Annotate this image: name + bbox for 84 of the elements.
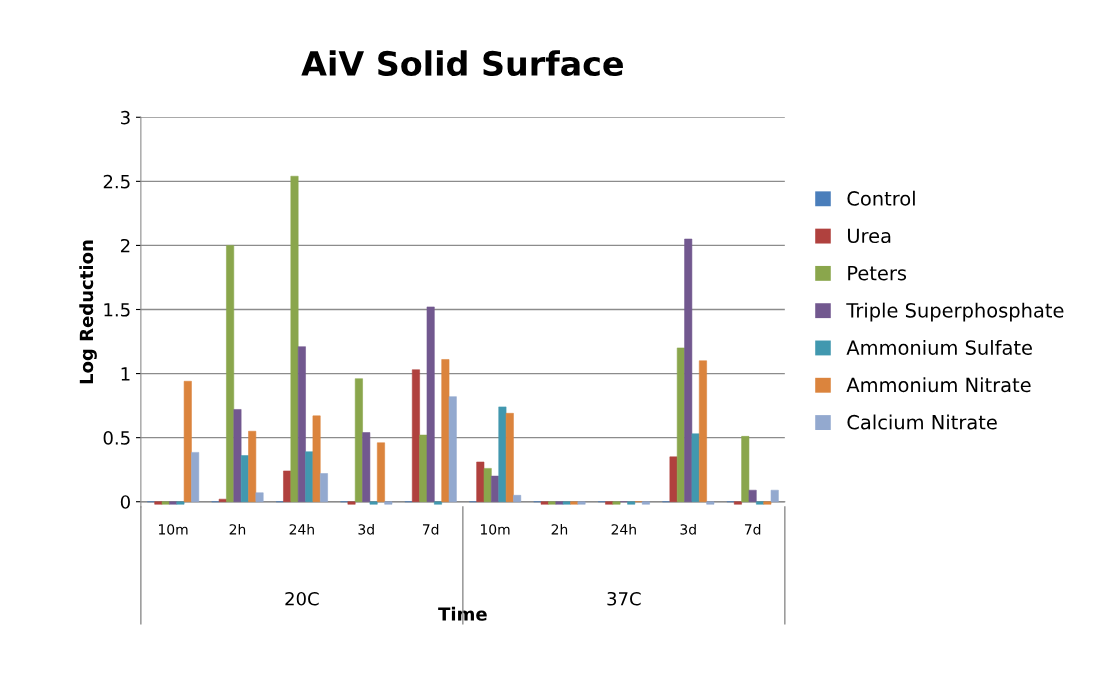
- bar: [505, 413, 514, 502]
- bar: [161, 501, 170, 505]
- bar: [570, 501, 579, 505]
- bar: [483, 468, 492, 502]
- bar: [426, 306, 435, 502]
- x-axis-title: Time: [438, 606, 487, 621]
- bar: [448, 396, 457, 502]
- bar: [233, 409, 242, 502]
- bar: [748, 489, 757, 502]
- x-tick-label: 10m: [158, 524, 188, 535]
- bar: [741, 436, 750, 502]
- bar: [763, 501, 772, 505]
- bar: [699, 360, 707, 502]
- bar: [384, 501, 393, 505]
- bar: [255, 492, 264, 502]
- y-tick-label: 2.5: [103, 174, 130, 189]
- x-tick-label: 3d: [680, 523, 696, 535]
- y-tick-label: 1: [121, 367, 130, 381]
- text: 37C: [607, 591, 641, 606]
- bar: [369, 501, 378, 505]
- x-tick-label: 2h: [551, 523, 568, 535]
- bar: [290, 175, 299, 502]
- bar: [641, 501, 650, 505]
- y-tick-label: 0: [120, 495, 130, 509]
- bar: [154, 501, 163, 505]
- bar: [627, 501, 636, 505]
- bar: [441, 359, 450, 502]
- legend-label: Triple Superphosphate: [846, 302, 1064, 322]
- bar: [183, 380, 192, 502]
- x-tick-label: 2h: [229, 523, 246, 535]
- bar: [491, 475, 500, 502]
- bar: [354, 378, 363, 502]
- bar: [176, 501, 185, 505]
- bar: [577, 501, 586, 505]
- x-tick-label: 3d: [358, 523, 374, 535]
- bar: [540, 501, 549, 505]
- bar: [218, 498, 227, 502]
- legend-label: Ammonium Nitrate: [846, 377, 1031, 393]
- bar: [347, 501, 356, 505]
- bar: [605, 501, 614, 505]
- y-axis-title: Log Reduction: [79, 240, 97, 384]
- bar: [240, 455, 249, 502]
- bar: [377, 442, 385, 502]
- bar: [319, 473, 328, 502]
- x-tick-label: 24h: [611, 523, 636, 535]
- bar: [411, 369, 420, 502]
- bar: [226, 245, 235, 502]
- bar: [706, 501, 715, 505]
- bar: [684, 238, 693, 502]
- bar: [498, 406, 507, 502]
- legend-label: Calcium Nitrate: [847, 414, 997, 430]
- bar: [770, 489, 779, 502]
- y-tick-label: 1.5: [104, 303, 130, 317]
- legend-label: Peters: [848, 265, 907, 281]
- bar: [248, 430, 257, 502]
- legend-label: Ammonium Sulfate: [846, 339, 1032, 355]
- y-tick-label: 3: [121, 110, 130, 125]
- bar: [476, 461, 485, 502]
- bar: [513, 495, 522, 502]
- x-tick-label: 10m: [480, 524, 510, 535]
- bar: [297, 346, 306, 502]
- x-tick-label: 7d: [744, 523, 761, 535]
- legend-label: Urea: [848, 228, 891, 244]
- bar: [434, 501, 442, 505]
- bar: [756, 501, 764, 505]
- bar: [669, 456, 678, 502]
- y-tick-label: 0.5: [103, 431, 130, 445]
- bar: [191, 452, 200, 502]
- bar: [362, 432, 371, 502]
- bar: [169, 501, 178, 505]
- x-tick-label: 7d: [422, 523, 439, 535]
- legend-label: Control: [847, 190, 915, 206]
- bar: [612, 501, 621, 505]
- bar: [733, 501, 742, 505]
- bar: [283, 470, 292, 502]
- bar: [548, 501, 557, 505]
- x-tick-label: 24h: [289, 523, 314, 535]
- bar: [691, 433, 700, 502]
- bar: [312, 415, 321, 502]
- chart-title: AiV Solid Surface: [301, 50, 623, 77]
- text: 20C: [285, 591, 319, 606]
- bar: [562, 501, 571, 505]
- y-tick-label: 2: [120, 238, 130, 253]
- bar: [555, 501, 564, 505]
